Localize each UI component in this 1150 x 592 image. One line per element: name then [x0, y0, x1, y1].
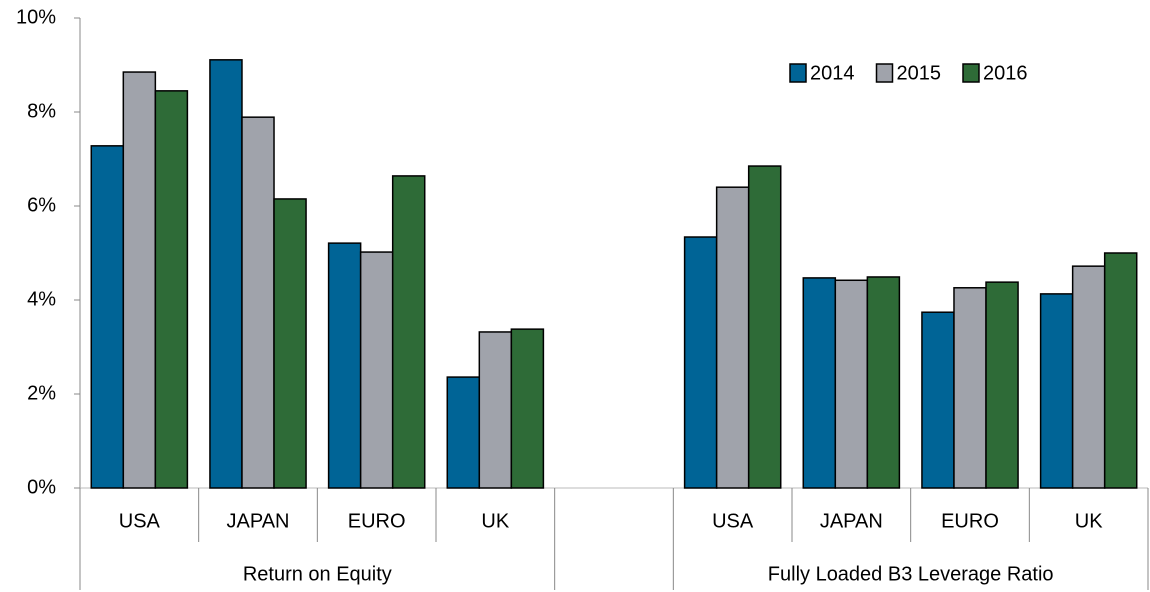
y-tick-label: 4% [27, 288, 56, 310]
legend-swatch [875, 63, 894, 83]
bar [510, 328, 545, 489]
bar [953, 287, 987, 489]
bar [921, 311, 955, 489]
bar [1103, 252, 1138, 489]
bar [866, 276, 901, 489]
y-tick-label: 10% [16, 6, 56, 28]
bar [834, 279, 869, 489]
y-tick-label: 2% [27, 382, 56, 404]
legend-label: 2015 [897, 62, 942, 84]
x-tick-label: USA [712, 510, 754, 532]
bar [1071, 265, 1106, 489]
bar [715, 186, 750, 489]
bar [802, 277, 837, 489]
x-tick-label: UK [481, 510, 509, 532]
x-tick-label: EURO [348, 510, 406, 532]
bar [90, 145, 125, 489]
bar [683, 236, 718, 489]
bar [209, 59, 243, 489]
x-tick-label: EURO [941, 510, 999, 532]
bar [1039, 293, 1074, 489]
legend-swatch [962, 63, 980, 83]
bar [446, 376, 481, 489]
group-label: Return on Equity [243, 563, 392, 585]
bar [154, 90, 189, 489]
bar [478, 331, 513, 489]
legend-label: 2016 [983, 62, 1028, 84]
bar [122, 71, 157, 489]
x-tick-label: UK [1075, 510, 1103, 532]
y-tick-label: 8% [27, 100, 56, 122]
x-tick-label: USA [119, 510, 161, 532]
group-label: Fully Loaded B3 Leverage Ratio [768, 563, 1054, 585]
bar [747, 165, 782, 489]
legend-label: 2014 [810, 62, 855, 84]
bar [273, 198, 307, 489]
bar [327, 242, 362, 489]
x-tick-label: JAPAN [820, 510, 883, 532]
y-tick-label: 6% [27, 194, 56, 216]
legend-swatch [789, 63, 807, 83]
y-tick-label: 0% [27, 476, 56, 498]
bar [241, 116, 275, 489]
x-tick-label: JAPAN [227, 510, 290, 532]
bar [391, 175, 426, 489]
bar [985, 281, 1019, 489]
bar [359, 251, 394, 489]
